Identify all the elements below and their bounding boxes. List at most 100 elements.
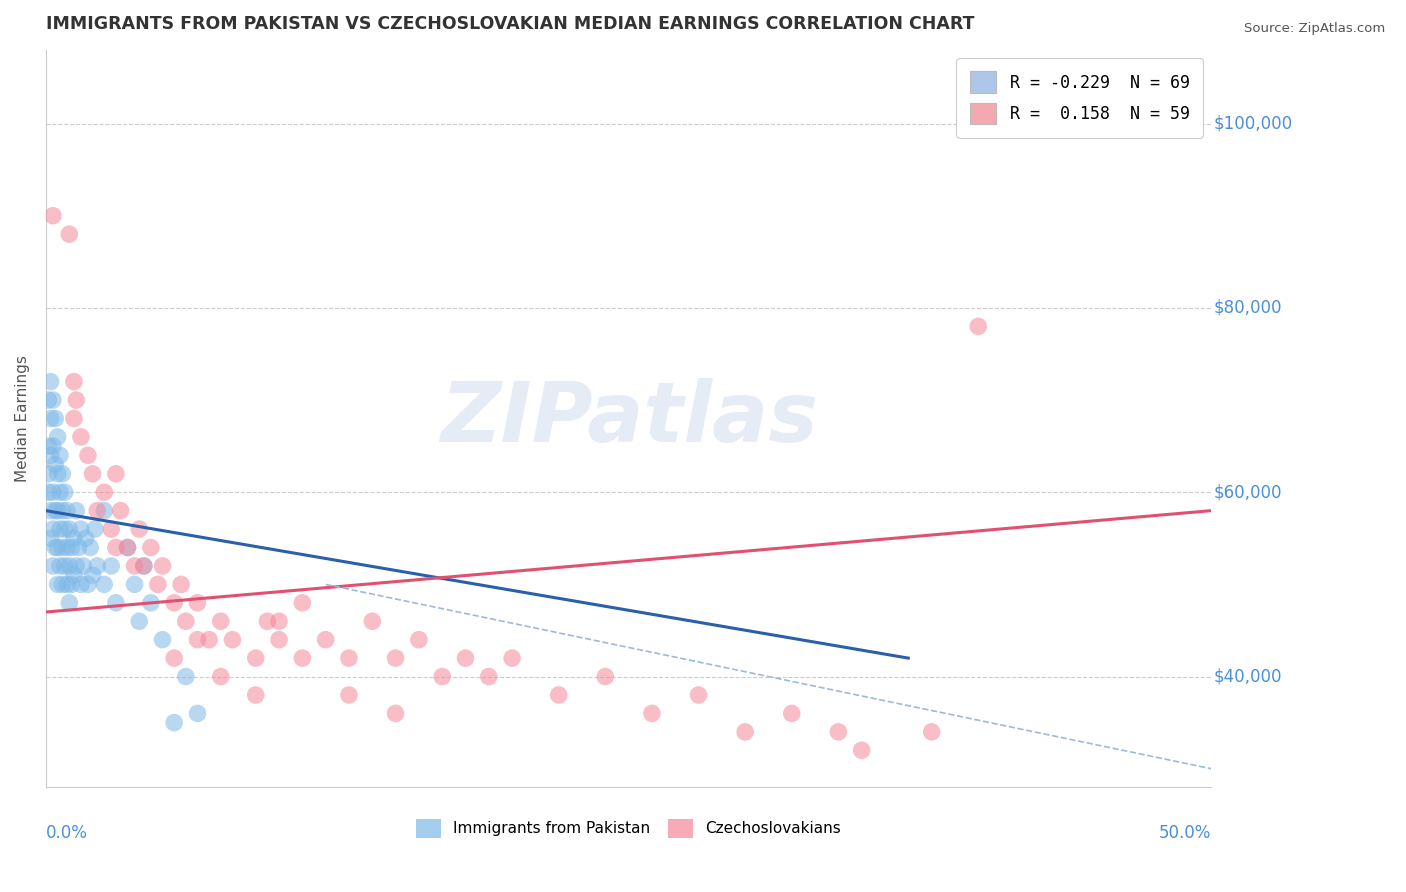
Point — [63, 375, 86, 389]
Point — [967, 319, 990, 334]
Point — [46, 503, 69, 517]
Point — [65, 503, 87, 517]
Point — [44, 458, 66, 472]
Point — [42, 392, 65, 407]
Text: $60,000: $60,000 — [1213, 483, 1282, 501]
Point — [337, 651, 360, 665]
Point — [75, 531, 97, 545]
Point — [63, 411, 86, 425]
Point — [186, 706, 208, 721]
Point — [46, 430, 69, 444]
Point — [595, 669, 617, 683]
Point — [42, 439, 65, 453]
Point — [174, 669, 197, 683]
Point — [688, 688, 710, 702]
Point — [124, 558, 146, 573]
Point — [44, 503, 66, 517]
Point — [53, 485, 76, 500]
Point — [291, 596, 314, 610]
Point — [84, 522, 107, 536]
Point — [163, 596, 186, 610]
Point — [384, 706, 406, 721]
Point — [42, 209, 65, 223]
Point — [70, 430, 93, 444]
Point — [39, 375, 62, 389]
Point — [56, 503, 79, 517]
Point — [117, 541, 139, 555]
Point — [170, 577, 193, 591]
Point — [408, 632, 430, 647]
Point — [163, 715, 186, 730]
Point — [132, 558, 155, 573]
Point — [60, 577, 83, 591]
Point — [245, 688, 267, 702]
Point — [152, 558, 174, 573]
Point — [641, 706, 664, 721]
Point — [39, 448, 62, 462]
Point — [139, 596, 162, 610]
Point — [478, 669, 501, 683]
Point — [128, 522, 150, 536]
Point — [100, 558, 122, 573]
Point — [117, 541, 139, 555]
Point — [58, 227, 80, 242]
Text: $80,000: $80,000 — [1213, 299, 1282, 317]
Point — [267, 632, 290, 647]
Point — [384, 651, 406, 665]
Text: Source: ZipAtlas.com: Source: ZipAtlas.com — [1244, 22, 1385, 36]
Point — [46, 541, 69, 555]
Point — [93, 503, 115, 517]
Point — [56, 577, 79, 591]
Point — [152, 632, 174, 647]
Point — [49, 448, 72, 462]
Point — [70, 577, 93, 591]
Point — [851, 743, 873, 757]
Point — [361, 614, 384, 628]
Point — [58, 558, 80, 573]
Text: 50.0%: 50.0% — [1159, 824, 1212, 842]
Y-axis label: Median Earnings: Median Earnings — [15, 355, 30, 482]
Point — [51, 467, 73, 481]
Point — [42, 485, 65, 500]
Point — [77, 448, 100, 462]
Point — [454, 651, 477, 665]
Point — [139, 541, 162, 555]
Point — [65, 558, 87, 573]
Point — [104, 467, 127, 481]
Point — [46, 577, 69, 591]
Point — [77, 577, 100, 591]
Point — [128, 614, 150, 628]
Point — [82, 467, 104, 481]
Text: ZIPatlas: ZIPatlas — [440, 378, 817, 459]
Point — [53, 558, 76, 573]
Text: IMMIGRANTS FROM PAKISTAN VS CZECHOSLOVAKIAN MEDIAN EARNINGS CORRELATION CHART: IMMIGRANTS FROM PAKISTAN VS CZECHOSLOVAK… — [46, 15, 974, 33]
Text: 0.0%: 0.0% — [46, 824, 87, 842]
Point — [547, 688, 569, 702]
Point — [827, 724, 849, 739]
Point — [63, 531, 86, 545]
Point — [42, 558, 65, 573]
Point — [198, 632, 221, 647]
Point — [49, 485, 72, 500]
Point — [146, 577, 169, 591]
Point — [315, 632, 337, 647]
Point — [86, 558, 108, 573]
Point — [56, 541, 79, 555]
Point — [430, 669, 453, 683]
Point — [174, 614, 197, 628]
Point — [82, 568, 104, 582]
Point — [37, 485, 59, 500]
Point — [37, 392, 59, 407]
Point — [245, 651, 267, 665]
Point — [51, 503, 73, 517]
Point — [42, 522, 65, 536]
Point — [39, 531, 62, 545]
Point — [46, 467, 69, 481]
Point — [65, 392, 87, 407]
Text: $100,000: $100,000 — [1213, 114, 1292, 133]
Point — [53, 522, 76, 536]
Point — [79, 541, 101, 555]
Text: $40,000: $40,000 — [1213, 667, 1282, 686]
Point — [501, 651, 523, 665]
Point — [93, 485, 115, 500]
